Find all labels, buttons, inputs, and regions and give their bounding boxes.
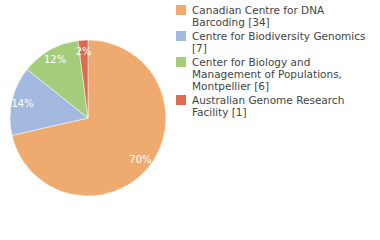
html-text:Canadian Centre for DNA Barcod: Canadian Centre for DNA Barcoding [34] [192,4,325,28]
svg-text:14%: 14% [11,98,33,109]
svg-text:70%: 70% [129,154,151,165]
html-text:Australian Genome Research Fac: Australian Genome Research Facility [1] [192,94,345,118]
svg-text:2%: 2% [76,46,92,57]
html-text:Centre for Biodiversity Genomi: Centre for Biodiversity Genomics [7] [192,30,366,54]
svg-text:12%: 12% [44,54,66,65]
html-text:Center for Biology and Managem: Center for Biology and Management of Pop… [192,56,342,92]
